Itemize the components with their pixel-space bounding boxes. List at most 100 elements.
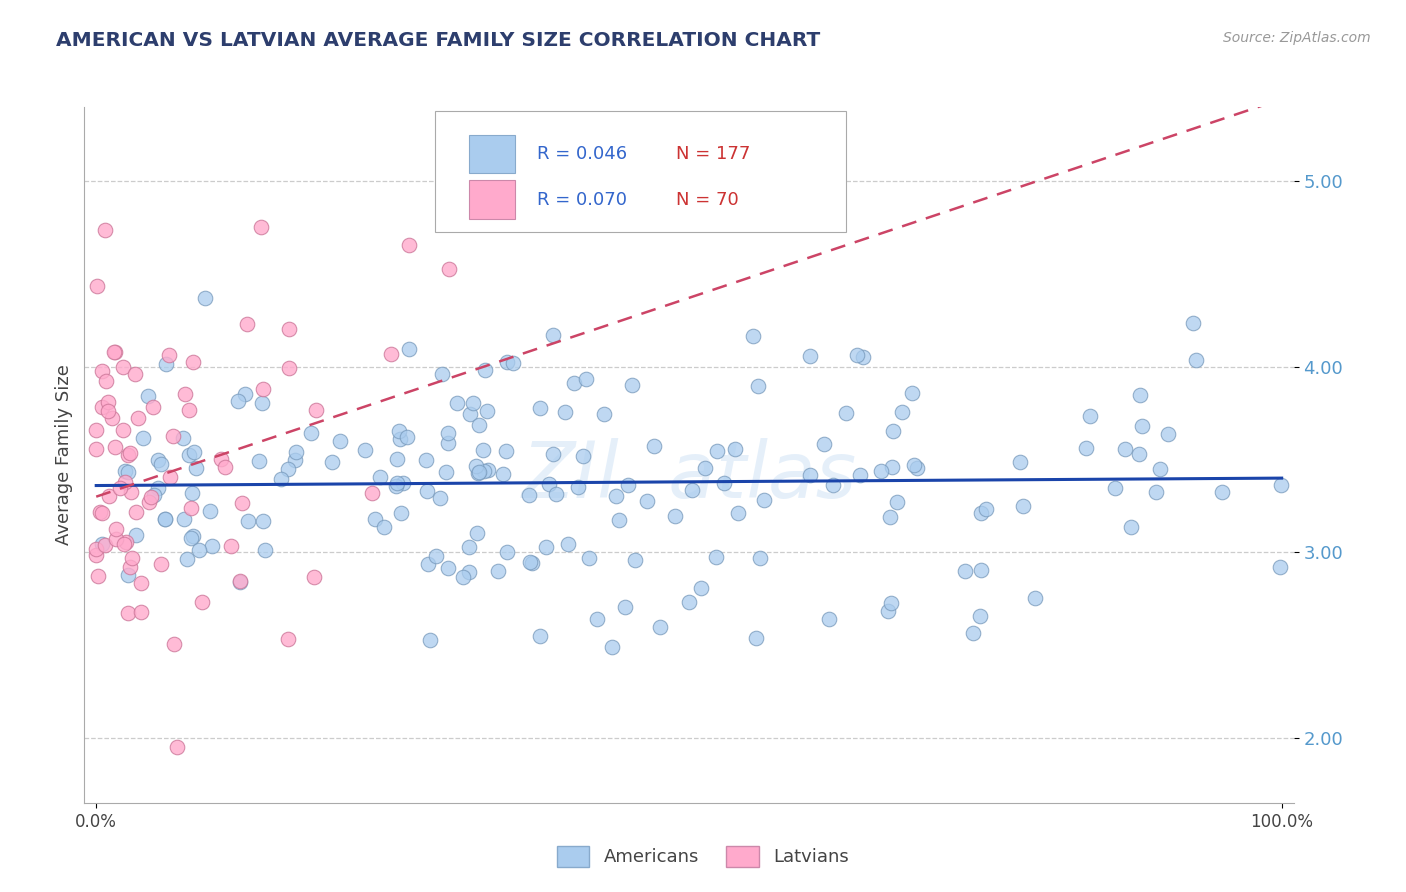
Point bbox=[111, 423, 134, 437]
Point bbox=[962, 626, 984, 640]
Point bbox=[554, 405, 576, 419]
Point bbox=[148, 452, 170, 467]
Legend: Americans, Latvians: Americans, Latvians bbox=[550, 838, 856, 874]
Point bbox=[467, 465, 489, 479]
FancyBboxPatch shape bbox=[468, 180, 515, 219]
Point bbox=[495, 444, 517, 458]
Point bbox=[120, 485, 142, 500]
Point bbox=[112, 537, 135, 551]
Point bbox=[492, 467, 515, 481]
Point bbox=[575, 372, 598, 386]
Point bbox=[396, 430, 419, 444]
Point bbox=[876, 604, 898, 618]
Text: R = 0.046: R = 0.046 bbox=[537, 145, 627, 162]
Point bbox=[519, 555, 541, 569]
Point bbox=[97, 489, 120, 503]
Point bbox=[104, 345, 127, 359]
Point bbox=[284, 452, 307, 467]
Point bbox=[474, 362, 496, 376]
Point bbox=[361, 486, 384, 500]
Point bbox=[572, 450, 595, 464]
Point bbox=[190, 595, 212, 609]
Point bbox=[155, 357, 177, 371]
Point bbox=[468, 417, 491, 432]
Point bbox=[1119, 519, 1142, 533]
Point bbox=[882, 425, 904, 439]
Point bbox=[201, 539, 224, 553]
Point bbox=[457, 565, 479, 579]
Point bbox=[901, 386, 924, 401]
Point bbox=[429, 491, 451, 506]
Point bbox=[903, 458, 925, 472]
Point bbox=[886, 495, 908, 509]
Point bbox=[181, 486, 204, 500]
Point bbox=[467, 466, 489, 480]
Point bbox=[621, 377, 644, 392]
Point bbox=[636, 493, 658, 508]
Point bbox=[398, 237, 420, 252]
Point bbox=[121, 550, 143, 565]
Point bbox=[270, 472, 292, 486]
Point bbox=[305, 402, 328, 417]
Point bbox=[969, 608, 991, 623]
Point bbox=[90, 400, 112, 414]
Point bbox=[247, 454, 270, 468]
Point bbox=[86, 442, 108, 456]
Point bbox=[1211, 484, 1233, 499]
Point bbox=[380, 347, 402, 361]
Point bbox=[624, 553, 647, 567]
Point bbox=[231, 496, 253, 510]
Point bbox=[664, 509, 686, 524]
Point bbox=[727, 506, 749, 520]
Point bbox=[278, 322, 301, 336]
Point bbox=[153, 512, 176, 526]
Point bbox=[744, 632, 766, 646]
Point bbox=[277, 461, 299, 475]
Point bbox=[155, 511, 177, 525]
Point bbox=[546, 487, 568, 501]
Point bbox=[529, 401, 551, 416]
Point bbox=[131, 605, 153, 619]
Point bbox=[502, 357, 524, 371]
Point bbox=[890, 404, 912, 418]
Point bbox=[302, 570, 325, 584]
Point bbox=[104, 522, 127, 536]
Point bbox=[200, 504, 222, 518]
Point bbox=[742, 329, 765, 343]
Point bbox=[86, 541, 108, 556]
Point bbox=[464, 459, 486, 474]
Point bbox=[585, 612, 607, 626]
Point bbox=[517, 488, 540, 502]
Point bbox=[522, 556, 544, 570]
Point bbox=[475, 403, 498, 417]
FancyBboxPatch shape bbox=[468, 135, 515, 173]
Point bbox=[617, 478, 640, 492]
Point bbox=[1024, 591, 1046, 605]
Point bbox=[117, 606, 139, 620]
Point bbox=[117, 465, 139, 479]
Point bbox=[86, 548, 108, 562]
Point bbox=[1144, 484, 1167, 499]
Point bbox=[453, 570, 475, 584]
Point bbox=[432, 368, 454, 382]
Point bbox=[1104, 481, 1126, 495]
Point bbox=[188, 542, 211, 557]
Point bbox=[94, 538, 117, 552]
Point bbox=[94, 375, 117, 389]
Point bbox=[117, 449, 139, 463]
Point bbox=[91, 536, 114, 550]
Point bbox=[486, 564, 509, 578]
Point bbox=[461, 396, 484, 410]
Point bbox=[835, 406, 858, 420]
Y-axis label: Average Family Size: Average Family Size bbox=[55, 365, 73, 545]
Point bbox=[678, 595, 700, 609]
Point bbox=[238, 514, 260, 528]
Point bbox=[89, 505, 111, 519]
Point bbox=[124, 367, 146, 381]
Point bbox=[880, 596, 903, 610]
Point bbox=[1011, 499, 1033, 513]
Point bbox=[477, 463, 499, 477]
Point bbox=[229, 575, 252, 590]
Point bbox=[176, 552, 198, 566]
Point bbox=[118, 560, 141, 574]
